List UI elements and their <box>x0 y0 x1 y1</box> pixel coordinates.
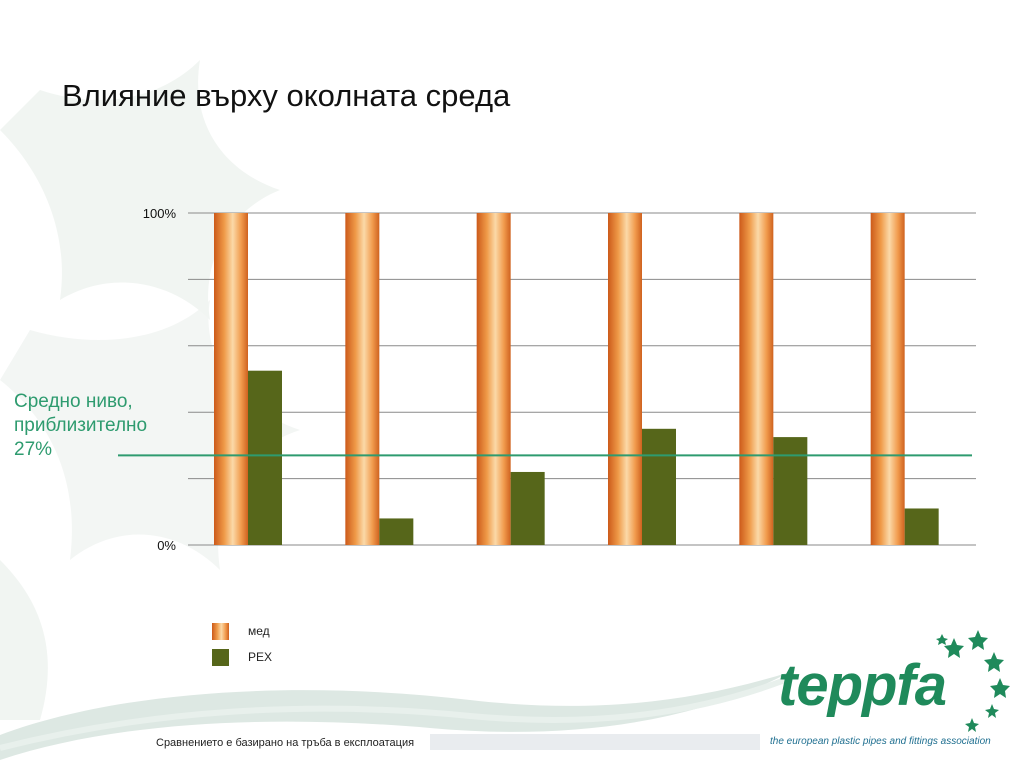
legend-label-pex: PEX <box>248 650 273 664</box>
bar-copper-6 <box>870 213 905 545</box>
average-label-line-2: приблизително <box>14 415 148 436</box>
footnote: Сравнението е базирано на тръба в експло… <box>156 737 415 749</box>
y-tick-label: 0% <box>157 538 176 553</box>
y-tick-label: 100% <box>143 206 177 221</box>
bar-pex-4 <box>642 428 676 545</box>
star-swirl-icon <box>936 630 1010 732</box>
chart-legend: мед PEX <box>212 618 272 670</box>
legend-swatch-copper <box>212 622 229 640</box>
slide-title: Влияние върху околната среда <box>62 78 511 113</box>
logo-wordmark: teppfa <box>778 653 947 718</box>
bar-copper-2 <box>345 213 380 545</box>
bar-copper-1 <box>214 213 248 545</box>
legend-item-pex: PEX <box>212 644 272 670</box>
bar-pex-5 <box>773 437 808 545</box>
bar-copper-5 <box>739 213 774 545</box>
bars <box>214 213 939 545</box>
legend-item-copper: мед <box>212 618 272 644</box>
gridlines <box>188 212 976 546</box>
bar-pex-1 <box>248 370 282 545</box>
bar-pex-3 <box>510 471 545 545</box>
average-label-line-3: 27% <box>14 439 53 460</box>
average-level-annotation: Средно ниво, приблизително 27% <box>14 390 189 462</box>
bar-copper-4 <box>608 213 642 545</box>
legend-swatch-pex <box>212 648 229 666</box>
average-label-line-1: Средно ниво, <box>14 391 133 412</box>
bar-pex-2 <box>379 518 414 545</box>
y-axis-ticks: 0% 100% <box>143 206 177 553</box>
legend-label-copper: мед <box>248 624 270 638</box>
teppfa-logo: teppfa the european plastic pipes and fi… <box>766 622 1016 754</box>
logo-tagline: the european plastic pipes and fittings … <box>770 736 991 747</box>
bar-copper-3 <box>476 213 511 545</box>
bar-pex-6 <box>904 508 939 545</box>
